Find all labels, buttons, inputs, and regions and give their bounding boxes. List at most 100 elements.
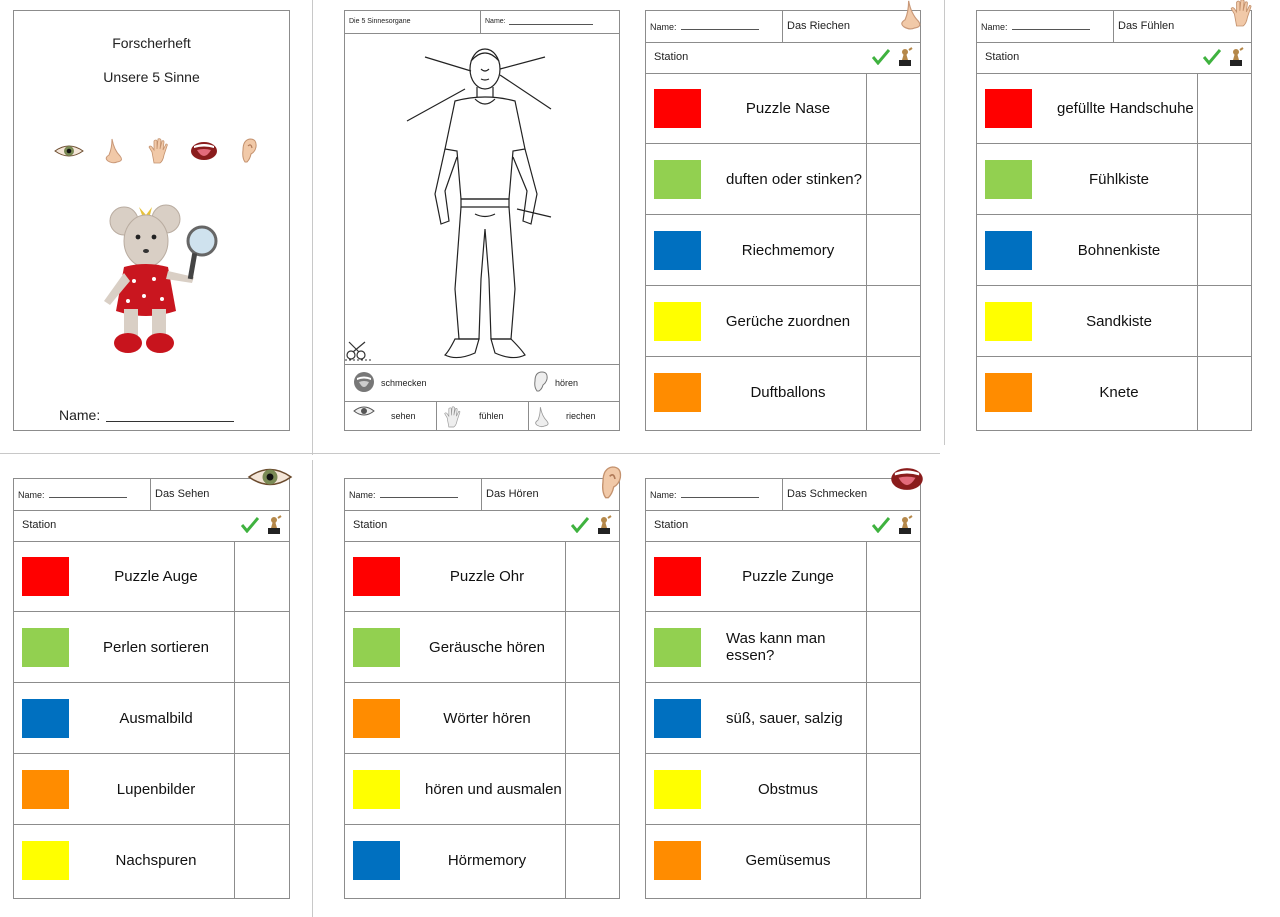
station-row: Obstmus — [646, 754, 920, 825]
name-line — [680, 29, 759, 30]
station-label: Station — [22, 519, 57, 531]
diagram-header-title: Die 5 Sinnesorgane — [345, 11, 481, 33]
sense-title: Das Fühlen — [1118, 20, 1175, 32]
sense-title: Das Sehen — [155, 488, 210, 500]
station-color-swatch — [353, 557, 400, 596]
station-name: hören und ausmalen — [425, 780, 562, 798]
name-line — [48, 497, 127, 498]
station-row: Puzzle Ohr — [345, 541, 619, 612]
name-field: Name: — [14, 479, 151, 510]
name-line — [680, 497, 759, 498]
station-color-swatch — [985, 231, 1032, 270]
station-color-swatch — [22, 628, 69, 667]
station-sheet-fuehlen: Name: Das Fühlen Station gefüllte Handschuh… — [976, 0, 1252, 431]
station-row: Was kann man essen? — [646, 612, 920, 683]
station-header-row: Station — [14, 510, 289, 542]
station-name: Nachspuren — [115, 852, 197, 869]
station-sheet-header: Name: Das Hören — [345, 466, 622, 511]
label-hoeren: hören — [533, 371, 578, 395]
station-row: Perlen sortieren — [14, 612, 289, 683]
station-list: Puzzle Ohr Geräusche hören Wörter hören hör… — [345, 541, 619, 898]
label-divider — [528, 401, 529, 430]
label-cutout-table: schmecken hören sehen fühlen — [345, 364, 619, 430]
tongue-icon — [890, 465, 924, 496]
station-name: duften oder stinken? — [726, 170, 862, 188]
station-color-swatch — [654, 373, 701, 412]
station-name: Puzzle Ohr — [449, 567, 525, 585]
name-label: Name: — [650, 21, 677, 32]
label-schmecken: schmecken — [353, 371, 427, 395]
station-color-swatch — [22, 699, 69, 738]
cover-title: Forscherheft — [112, 35, 191, 51]
station-name: Hörmemory — [447, 852, 527, 869]
sense-title: Das Riechen — [787, 20, 850, 32]
eye-icon — [353, 405, 375, 419]
sense-title: Das Hören — [486, 488, 539, 500]
checkmark-icon — [1202, 49, 1222, 68]
station-sheet-header: Name: Das Riechen — [646, 0, 921, 43]
station-name: Was kann man essen? — [726, 630, 826, 664]
station-name: Puzzle Nase — [745, 99, 831, 117]
station-color-swatch — [654, 628, 701, 667]
station-name: Obstmus — [757, 780, 818, 798]
station-color-swatch — [654, 770, 701, 809]
station-list: Puzzle Nase duften oder stinken? Riechmemo… — [646, 73, 920, 430]
station-color-swatch — [353, 699, 400, 738]
station-sheet-header: Name: Das Fühlen — [977, 0, 1252, 43]
label-riechen-text: riechen — [566, 411, 596, 421]
station-row: Knete — [977, 357, 1251, 428]
check-column-divider — [866, 541, 867, 898]
station-row: Ausmalbild — [14, 683, 289, 754]
station-color-swatch — [22, 841, 69, 880]
name-field: Name: — [646, 479, 783, 510]
diagram-name-label: Name: — [485, 18, 506, 25]
cover-name-label: Name: — [59, 407, 101, 423]
checkmark-icon — [871, 49, 891, 68]
station-color-swatch — [22, 770, 69, 809]
station-header-row: Station — [646, 510, 920, 542]
station-label: Station — [985, 51, 1020, 63]
station-color-swatch — [654, 302, 701, 341]
checkmark-icon — [240, 517, 260, 536]
hand-icon — [144, 136, 174, 166]
nose-icon — [898, 0, 924, 36]
station-name: gefüllte Handschuhe — [1057, 99, 1194, 117]
station-name: Wörter hören — [443, 709, 531, 727]
label-schmecken-text: schmecken — [381, 378, 427, 388]
tongue-icon — [189, 136, 219, 166]
station-name: Lupenbilder — [116, 780, 196, 798]
station-row: hören und ausmalen — [345, 754, 619, 825]
stamp-icon — [896, 515, 914, 538]
name-field: Name: — [345, 479, 482, 510]
person-outline-figure — [405, 39, 585, 369]
name-label: Name: — [981, 21, 1008, 32]
station-color-swatch — [353, 841, 400, 880]
station-row: Riechmemory — [646, 215, 920, 286]
station-name: Sandkiste — [1086, 312, 1152, 330]
station-row: Nachspuren — [14, 825, 289, 896]
station-color-swatch — [654, 89, 701, 128]
check-column-divider — [565, 541, 566, 898]
station-label: Station — [654, 519, 689, 531]
eye-icon — [54, 136, 84, 166]
nose-icon — [533, 405, 551, 431]
label-divider — [436, 401, 437, 430]
page-divider-horizontal — [0, 453, 940, 454]
checkmark-icon — [871, 517, 891, 536]
station-color-swatch — [353, 770, 400, 809]
station-color-swatch — [654, 699, 701, 738]
label-riechen-text-cell: riechen — [566, 411, 596, 421]
station-row: Lupenbilder — [14, 754, 289, 825]
hand-icon — [1229, 0, 1255, 32]
station-row: Gerüche zuordnen — [646, 286, 920, 357]
check-column-divider — [1197, 73, 1198, 430]
station-row: Sandkiste — [977, 286, 1251, 357]
station-sheet-schmecken: Name: Das Schmecken Station Puzzle Zunge Was… — [645, 468, 923, 899]
station-row: Wörter hören — [345, 683, 619, 754]
station-row: gefüllte Handschuhe — [977, 73, 1251, 144]
mouse-toy-image — [94, 201, 224, 366]
station-list: Puzzle Auge Perlen sortieren Ausmalbild Lup… — [14, 541, 289, 898]
name-field: Name: — [977, 11, 1114, 42]
station-list: Puzzle Zunge Was kann man essen? süß, saue… — [646, 541, 920, 898]
hand-icon — [443, 405, 463, 431]
